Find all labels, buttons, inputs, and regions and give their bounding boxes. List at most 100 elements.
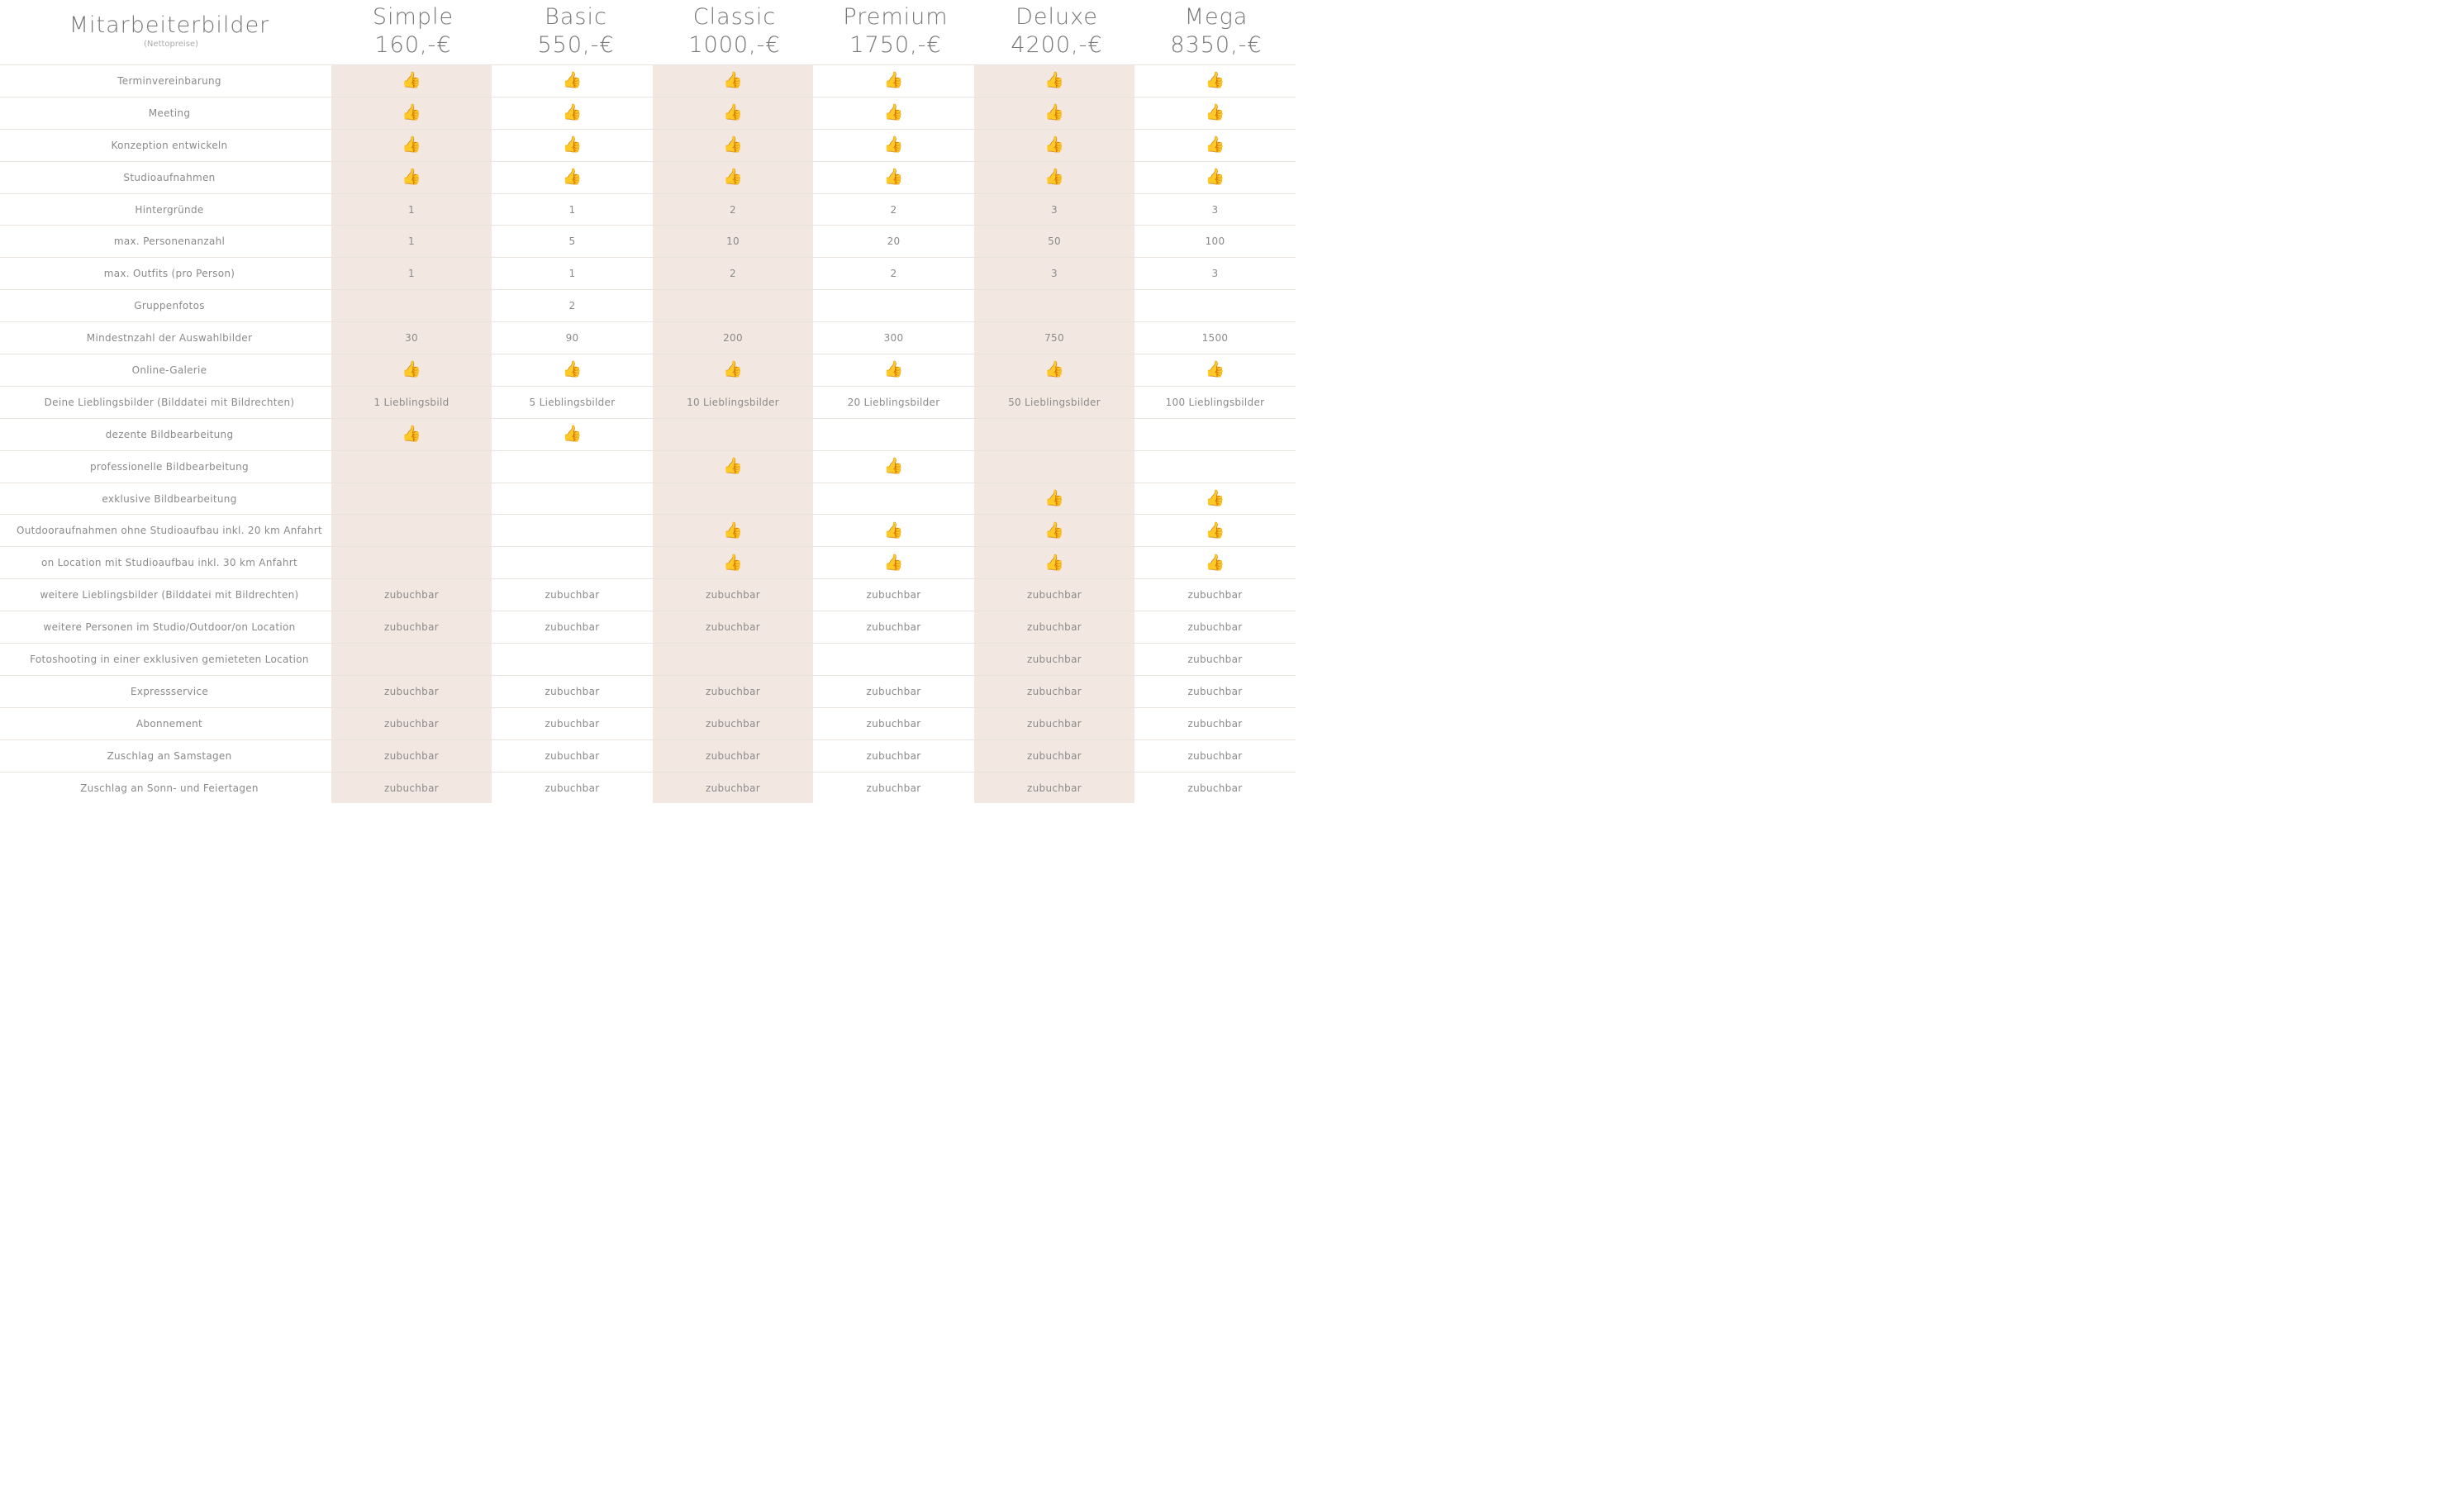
included-cell: 👍 (974, 547, 1134, 578)
value-cell (1134, 419, 1296, 450)
feature-label: Online-Galerie (131, 364, 207, 376)
value-cell: zubuchbar (706, 717, 760, 730)
thumbs-up-icon: 👍 (883, 168, 904, 187)
table-row: max. Outfits (pro Person) 1 1 2 2 3 3 (0, 257, 1296, 289)
column-bg-classic (653, 0, 813, 803)
value-cell: 10 Lieblingsbilder (687, 396, 779, 408)
thumbs-up-icon: 👍 (883, 136, 904, 155)
included-cell: 👍 (331, 130, 492, 161)
table-row: Online-Galerie 👍 👍 👍 👍 👍 👍 (0, 354, 1296, 386)
feature-label: on Location mit Studioaufbau inkl. 30 km… (40, 557, 298, 569)
included-cell: 👍 (974, 97, 1134, 129)
thumbs-up-icon: 👍 (562, 425, 583, 444)
thumbs-up-icon: 👍 (1044, 136, 1064, 155)
value-cell: zubuchbar (866, 749, 921, 762)
table-row: Studioaufnahmen 👍 👍 👍 👍 👍 👍 (0, 160, 1296, 193)
value-cell (331, 290, 492, 321)
pricing-table: Mitarbeiterbilder (Nettopreise) Simple 1… (0, 0, 1296, 803)
value-cell: 200 (723, 332, 743, 345)
thumbs-up-icon: 👍 (562, 103, 583, 122)
thumbs-up-icon: 👍 (883, 521, 904, 540)
thumbs-up-icon: 👍 (723, 360, 743, 379)
included-cell: 👍 (974, 354, 1134, 386)
included-cell: 👍 (813, 162, 974, 193)
included-cell: 👍 (331, 162, 492, 193)
value-cell (331, 451, 492, 483)
included-cell: 👍 (1134, 65, 1296, 97)
included-cell: 👍 (974, 483, 1134, 515)
plan-name: Premium (843, 4, 949, 30)
column-bg-deluxe (974, 0, 1134, 803)
included-cell: 👍 (813, 97, 974, 129)
feature-label: max. Outfits (pro Person) (103, 268, 235, 280)
included-cell: 👍 (1134, 162, 1296, 193)
thumbs-up-icon: 👍 (1205, 553, 1225, 572)
table-row: Zuschlag an Sonn- und Feiertagen zubuchba… (0, 771, 1296, 804)
plan-price: 160,-€ (374, 32, 452, 58)
thumbs-up-icon: 👍 (883, 71, 904, 90)
plan-price: 550,-€ (537, 32, 615, 58)
value-cell: zubuchbar (706, 749, 760, 762)
included-cell: 👍 (813, 515, 974, 546)
included-cell: 👍 (1134, 354, 1296, 386)
plan-deluxe: Deluxe 4200,-€ (977, 3, 1137, 59)
value-cell: 2 (890, 203, 897, 216)
plan-basic: Basic 550,-€ (496, 3, 656, 59)
table-row: max. Personenanzahl 1 5 10 20 50 100 (0, 225, 1296, 257)
plan-name: Classic (692, 4, 777, 30)
value-cell: zubuchbar (1027, 749, 1082, 762)
value-cell: zubuchbar (545, 685, 600, 697)
feature-label: dezente Bildbearbeitung (105, 428, 234, 440)
included-cell: 👍 (492, 130, 653, 161)
value-cell: 3 (1051, 203, 1058, 216)
feature-label: Konzeption entwickeln (111, 139, 228, 151)
feature-label: Terminvereinbarung (117, 74, 221, 87)
included-cell: 👍 (492, 162, 653, 193)
value-cell (492, 547, 653, 578)
table-row: Abonnement zubuchbar zubuchbar zubuchbar zub… (0, 706, 1296, 739)
table-row: on Location mit Studioaufbau inkl. 30 km… (0, 546, 1296, 578)
thumbs-up-icon: 👍 (562, 168, 583, 187)
plan-name: Mega (1184, 4, 1249, 30)
table-row: Fotoshooting in einer exklusiven gemiete… (0, 643, 1296, 675)
included-cell: 👍 (653, 65, 813, 97)
table-row: Gruppenfotos 2 (0, 289, 1296, 321)
thumbs-up-icon: 👍 (1044, 71, 1064, 90)
value-cell (974, 451, 1134, 483)
included-cell: 👍 (653, 97, 813, 129)
value-cell: 100 Lieblingsbilder (1165, 396, 1265, 408)
value-cell (974, 419, 1134, 450)
table-row: weitere Personen im Studio/Outdoor/on Lo… (0, 611, 1296, 643)
value-cell: 30 (405, 332, 418, 345)
plan-name: Basic (545, 4, 607, 30)
table-row: Zuschlag an Samstagen zubuchbar zubuchbar z… (0, 739, 1296, 772)
included-cell: 👍 (813, 547, 974, 578)
included-cell: 👍 (974, 515, 1134, 546)
value-cell (653, 419, 813, 450)
included-cell: 👍 (1134, 130, 1296, 161)
feature-rows: Terminvereinbarung 👍 👍 👍 👍 👍 👍 Meeting 👍 👍 👍 👍 👍 👍 Kon… (0, 64, 1296, 803)
thumbs-up-icon: 👍 (1205, 136, 1225, 155)
thumbs-up-icon: 👍 (402, 360, 421, 379)
thumbs-up-icon: 👍 (402, 103, 421, 122)
value-cell: 2 (730, 203, 736, 216)
feature-label: Deine Lieblingsbilder (Bilddatei mit Bil… (44, 396, 295, 408)
value-cell: 3 (1211, 203, 1219, 216)
value-cell: zubuchbar (706, 589, 760, 601)
value-cell: 3 (1211, 268, 1219, 280)
value-cell: 50 (1048, 235, 1061, 248)
value-cell (653, 644, 813, 675)
value-cell: zubuchbar (384, 749, 439, 762)
included-cell: 👍 (974, 130, 1134, 161)
included-cell: 👍 (331, 419, 492, 450)
value-cell: zubuchbar (384, 782, 439, 794)
feature-label: weitere Lieblingsbilder (Bilddatei mit B… (40, 589, 299, 601)
value-cell: zubuchbar (1187, 782, 1243, 794)
value-cell: zubuchbar (384, 717, 439, 730)
thumbs-up-icon: 👍 (1205, 489, 1225, 508)
value-cell (653, 483, 813, 515)
thumbs-up-icon: 👍 (1205, 103, 1225, 122)
feature-label: Gruppenfotos (134, 300, 205, 312)
included-cell: 👍 (653, 515, 813, 546)
thumbs-up-icon: 👍 (1205, 168, 1225, 187)
